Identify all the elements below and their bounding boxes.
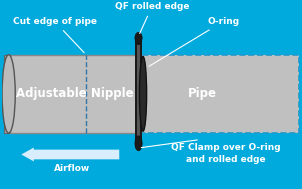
Text: QF Clamp over O-ring
and rolled edge: QF Clamp over O-ring and rolled edge — [171, 143, 280, 164]
Bar — [135, 36, 142, 148]
Bar — [137, 45, 140, 139]
Text: Pipe: Pipe — [188, 87, 217, 100]
Ellipse shape — [135, 32, 142, 43]
Ellipse shape — [2, 55, 15, 133]
Bar — [4, 55, 9, 133]
Ellipse shape — [140, 57, 147, 131]
Text: Cut edge of pipe: Cut edge of pipe — [13, 17, 97, 53]
FancyArrowPatch shape — [21, 148, 119, 161]
Text: Airflow: Airflow — [54, 164, 91, 173]
Bar — [139, 55, 299, 133]
Bar — [10, 55, 140, 133]
Text: O-ring: O-ring — [149, 17, 240, 66]
Ellipse shape — [135, 136, 142, 151]
Text: QF rolled edge: QF rolled edge — [115, 2, 189, 33]
Text: Adjustable Nipple: Adjustable Nipple — [16, 87, 133, 100]
